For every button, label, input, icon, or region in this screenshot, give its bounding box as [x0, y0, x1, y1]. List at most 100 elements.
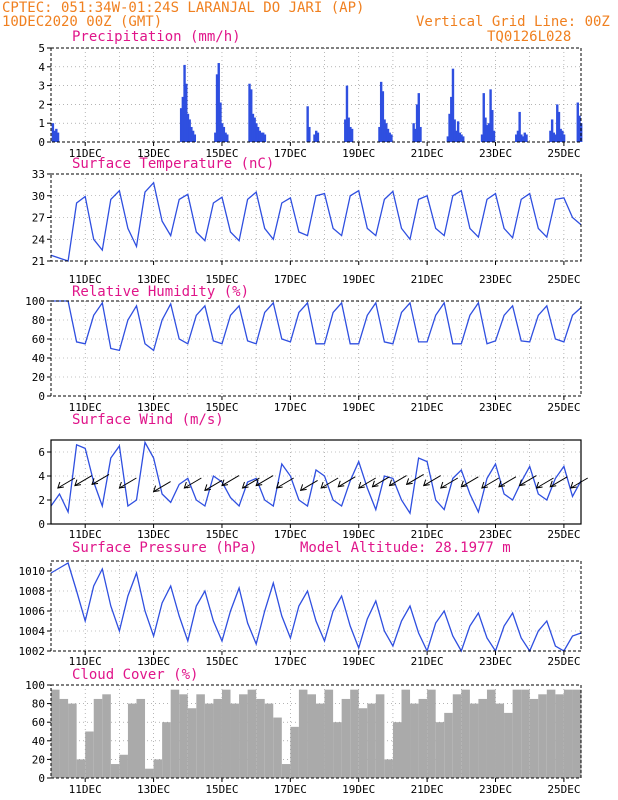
cloud-bar	[239, 694, 248, 778]
precip-bar	[414, 128, 417, 142]
precip-bar	[455, 130, 458, 142]
y-tick-label: 80	[32, 698, 45, 711]
wind-arrow-head	[460, 480, 468, 488]
x-tick-label: 13DEC	[137, 655, 170, 668]
x-tick-label: 21DEC	[411, 401, 444, 414]
panel-frame	[50, 560, 582, 652]
cloud-bar	[581, 689, 582, 778]
x-tick-label: 23DEC	[479, 655, 512, 668]
precip-bar	[491, 110, 494, 142]
panel-frame	[50, 684, 582, 779]
wind-arrow-head	[337, 480, 345, 488]
wind-arrow-head	[204, 484, 211, 492]
y-tick-label: 2	[38, 494, 45, 507]
x-tick-label: 13DEC	[137, 147, 170, 160]
cloud-bar	[572, 689, 581, 778]
wind-arrow	[481, 477, 500, 489]
precip-bar	[53, 130, 56, 142]
cloud-bar	[51, 689, 60, 778]
y-tick-label: 6	[38, 446, 45, 459]
cloud-bar	[504, 712, 513, 778]
wind-arrow-head	[405, 478, 413, 486]
x-tick-label: 17DEC	[274, 401, 307, 414]
wind-arrow	[423, 475, 441, 487]
cloud-bar	[333, 722, 342, 778]
panel-title: Surface Temperature (nC)	[72, 156, 274, 172]
cloud-bar	[102, 694, 111, 778]
precip-bar	[315, 130, 318, 142]
wind-arrow-head	[440, 481, 447, 489]
wind-arrow	[300, 479, 318, 491]
panel-title: Relative Humidity (%)	[72, 284, 249, 300]
wind-arrow	[337, 476, 356, 488]
wind-arrow	[536, 477, 554, 489]
precip-bar	[520, 134, 523, 142]
cloud-bar	[145, 768, 154, 778]
cloud-bar	[427, 689, 436, 778]
cloud-bar	[162, 722, 171, 778]
precip-bar	[451, 68, 455, 142]
cloud-bar	[153, 759, 163, 778]
panel-frame	[50, 439, 582, 525]
precip-bar	[263, 134, 267, 142]
precip-bar	[578, 115, 581, 142]
x-tick-label: 23DEC	[479, 401, 512, 414]
cloud-bar	[375, 694, 385, 778]
y-tick-label: 24	[32, 233, 46, 246]
precip-bar	[260, 132, 263, 142]
precip-bar	[344, 119, 347, 142]
wind-arrow	[221, 475, 240, 487]
precip-bar	[489, 89, 492, 142]
y-tick-label: 21	[32, 255, 45, 268]
precip-bar	[521, 136, 525, 142]
precip-bar	[559, 128, 562, 142]
y-tick-label: 80	[32, 314, 45, 327]
precip-bar	[460, 134, 463, 142]
precip-bar	[576, 102, 579, 142]
precip-bar	[556, 104, 559, 142]
cloud-bar	[93, 698, 103, 778]
wind-arrow-head	[549, 480, 557, 488]
x-tick-label: 17DEC	[274, 783, 307, 796]
x-tick-label: 15DEC	[205, 528, 238, 541]
cloud-bar	[563, 689, 573, 778]
precip-bar	[255, 123, 258, 142]
y-tick-label: 1010	[19, 565, 46, 578]
cloud-bar	[256, 698, 265, 778]
x-tick-label: 25DEC	[547, 528, 580, 541]
wind-arrow-head	[388, 479, 396, 487]
x-tick-label: 23DEC	[479, 528, 512, 541]
cloud-bar	[76, 759, 86, 778]
wind-arrow	[242, 477, 260, 489]
precip-bar	[412, 123, 415, 142]
x-tick-label: 23DEC	[479, 273, 512, 286]
wind-arrow-head	[518, 479, 526, 487]
x-tick-label: 21DEC	[411, 783, 444, 796]
precip-bar	[188, 119, 191, 142]
y-tick-label: 4	[38, 61, 45, 74]
y-tick-label: 0	[38, 772, 45, 785]
series-line	[51, 300, 582, 352]
precip-bar	[316, 132, 320, 142]
cloud-bar	[555, 694, 564, 778]
wind-arrow	[320, 477, 339, 489]
cloud-bar	[350, 689, 359, 778]
x-tick-label: 13DEC	[137, 783, 170, 796]
y-tick-label: 0	[38, 518, 45, 531]
panel-4: 0 2 4 6 11DEC 13DEC 15DEC 17DEC 19DEC 21DEC 23DEC 2…	[38, 412, 588, 541]
wind-arrow-head	[320, 481, 328, 489]
x-tick-label: 19DEC	[342, 147, 375, 160]
precip-bar	[224, 132, 227, 142]
wind-arrow-head	[255, 479, 263, 487]
precip-bar	[492, 130, 496, 142]
y-tick-label: 0	[38, 136, 45, 149]
panel-title: Cloud Cover (%)	[72, 667, 198, 683]
precip-bar	[190, 126, 193, 142]
cloud-bar	[444, 712, 453, 778]
cloud-bar	[512, 689, 522, 778]
precip-bar	[487, 123, 491, 142]
series-line	[50, 562, 582, 653]
x-tick-label: 21DEC	[411, 147, 444, 160]
precip-bar	[386, 128, 390, 142]
precip-bar	[525, 134, 528, 142]
